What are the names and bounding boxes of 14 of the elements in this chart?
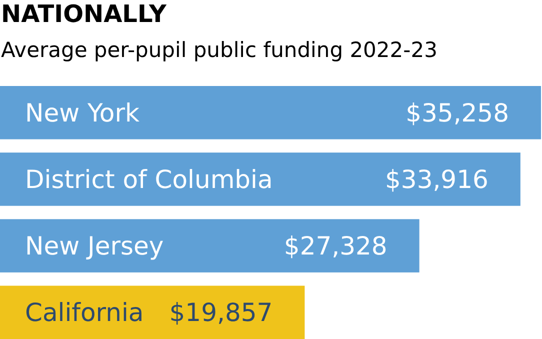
bar	[0, 219, 420, 272]
bar	[0, 86, 541, 140]
chart-subtitle: Average per-pupil public funding 2022-23	[1, 38, 438, 62]
data-label: $27,328	[284, 232, 388, 261]
data-label: $19,857	[169, 298, 273, 328]
y-tick-label: New York	[25, 98, 140, 128]
data-label: $33,916	[385, 164, 488, 194]
data-label: $35,258	[406, 98, 509, 128]
y-tick-label: District of Columbia	[25, 164, 273, 194]
chart-title: NATIONALLY	[1, 0, 168, 28]
y-tick-label: New Jersey	[25, 232, 164, 261]
y-tick-label: California	[25, 298, 144, 328]
bar	[0, 152, 520, 206]
bar	[0, 286, 305, 339]
